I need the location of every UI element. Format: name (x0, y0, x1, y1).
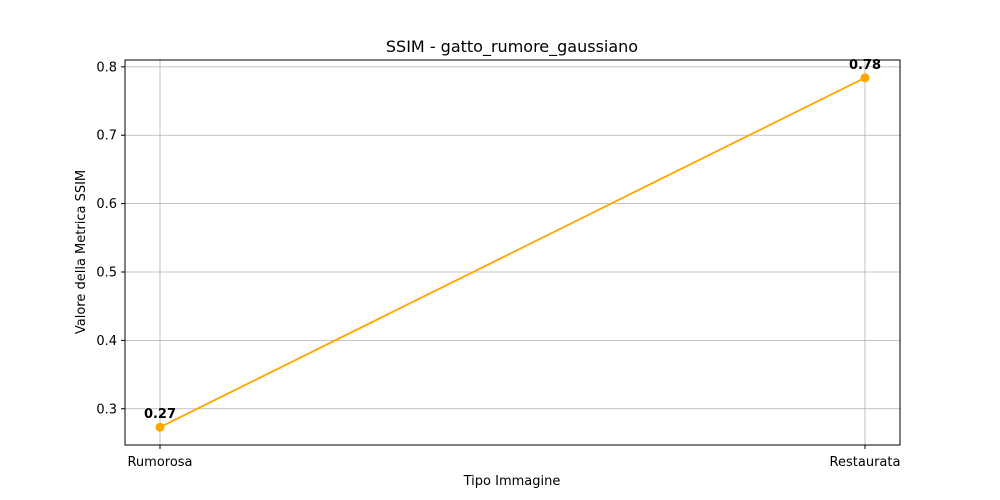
x-tick-label: Rumorosa (127, 455, 192, 470)
chart-title: SSIM - gatto_rumore_gaussiano (386, 37, 638, 57)
y-tick-label: 0.7 (96, 129, 117, 144)
series-layer: 0.27 0.78 (144, 58, 881, 432)
data-point (155, 422, 165, 432)
y-axis-label: Valore della Metrica SSIM (74, 170, 89, 334)
y-tick-label: 0.3 (96, 402, 117, 417)
x-tick-label: Restaurata (830, 455, 901, 470)
y-tick-label: 0.6 (96, 197, 117, 212)
y-tick-label: 0.8 (96, 60, 117, 75)
data-label: 0.27 (144, 407, 176, 422)
y-tick-label: 0.5 (96, 265, 117, 280)
plot-frame (124, 59, 901, 446)
tick-layer: 0.3 0.4 0.5 0.6 0.7 0.8 Rumorosa Restaurata (96, 60, 900, 470)
data-point (860, 73, 870, 83)
y-tick-label: 0.4 (96, 334, 117, 349)
data-label: 0.78 (849, 58, 881, 73)
series-line (159, 76, 866, 429)
grid-layer (125, 60, 900, 445)
x-axis-label: Tipo Immagine (463, 474, 561, 489)
